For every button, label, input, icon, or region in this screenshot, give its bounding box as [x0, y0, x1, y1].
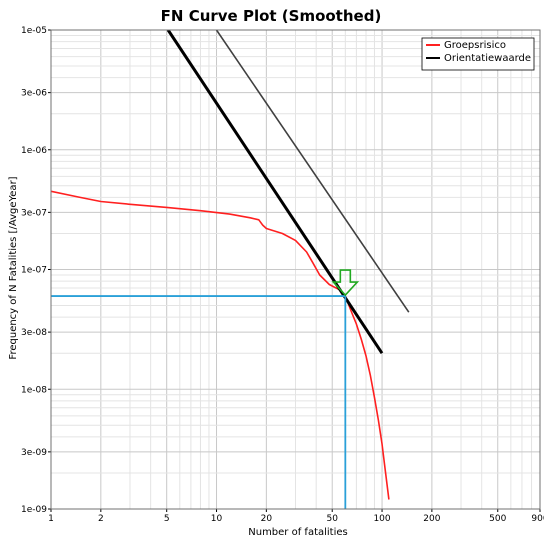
- legend-label: Groepsrisico: [444, 40, 506, 51]
- x-tick-label: 5: [164, 514, 170, 524]
- y-tick-label: 3e-09: [21, 448, 47, 458]
- x-tick-label: 2: [98, 514, 104, 524]
- y-tick-label: 1e-09: [21, 505, 47, 515]
- y-axis-label: Frequency of N Fatalities [/AvgeYear]: [8, 176, 19, 359]
- y-tick-label: 3e-08: [21, 328, 47, 338]
- legend-box: [421, 37, 535, 71]
- grid-lines: [50, 30, 541, 510]
- x-tick-label: 20: [261, 514, 273, 524]
- series-line-2: [215, 30, 410, 313]
- legend-label: Orientatiewaarde: [444, 53, 531, 64]
- x-tick-label: 100: [373, 514, 390, 524]
- x-axis-label: Number of fatalities: [248, 527, 347, 537]
- y-tick-label: 1e-05: [21, 26, 47, 36]
- series-line-0: [51, 190, 390, 500]
- arrow-down-icon: [331, 269, 360, 297]
- chart-title: FN Curve Plot (Smoothed): [161, 7, 382, 25]
- x-tick-label: 50: [326, 514, 338, 524]
- x-axis-ticks: 1 2 5 10 20 50 100 200 500 900: [48, 509, 544, 524]
- x-tick-label: 900: [531, 514, 544, 524]
- y-tick-label: 3e-07: [21, 208, 47, 218]
- annotations: [51, 269, 360, 509]
- series-lines: [51, 30, 410, 500]
- x-tick-label: 500: [489, 514, 506, 524]
- y-tick-label: 1e-07: [21, 266, 47, 276]
- y-axis-ticks: 1e-09 3e-09 1e-08 3e-08 1e-07 3e-07 1e-06 3e-06…: [21, 26, 51, 515]
- y-tick-label: 1e-06: [21, 146, 47, 156]
- y-tick-label: 3e-06: [21, 89, 47, 99]
- plot-border: [50, 29, 541, 510]
- series-line-1: [166, 30, 384, 355]
- x-tick-label: 200: [423, 514, 440, 524]
- x-tick-label: 10: [211, 514, 223, 524]
- x-tick-label: 1: [48, 514, 54, 524]
- y-tick-label: 1e-08: [21, 385, 47, 395]
- legend: Groepsrisico Orientatiewaarde: [421, 37, 535, 71]
